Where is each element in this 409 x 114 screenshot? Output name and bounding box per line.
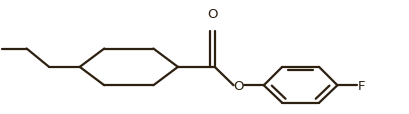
Text: O: O [233, 79, 244, 92]
Text: F: F [358, 79, 366, 92]
Text: O: O [207, 8, 218, 21]
